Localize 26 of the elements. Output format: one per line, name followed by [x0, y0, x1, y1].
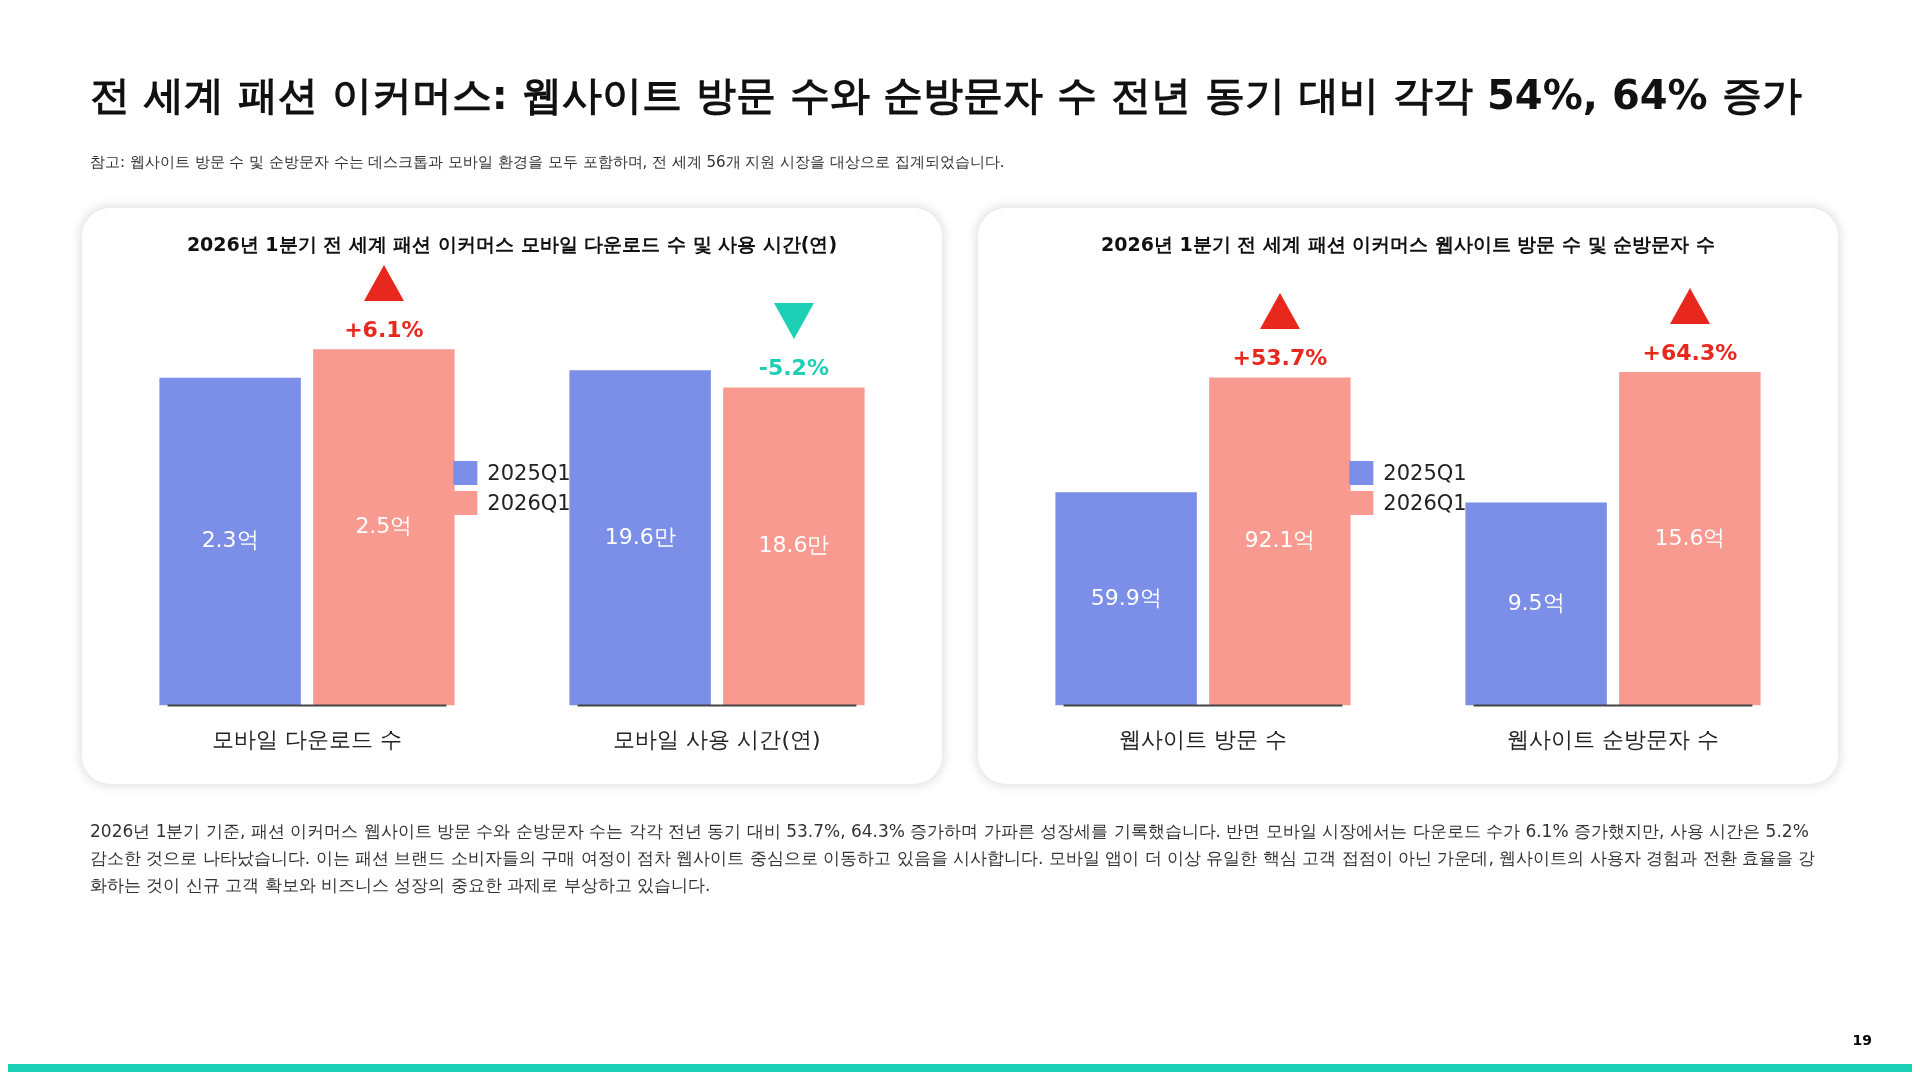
- text: 19: [1852, 1032, 1872, 1048]
- data-label: 2.5억: [355, 513, 413, 539]
- text: 전 세계 패션 이커머스: 웹사이트 방문 수와 순방문자 수 전년 동기 대비 각각 54%, 64% 증가: [90, 71, 1803, 120]
- legend-label: 2026Q1: [1383, 491, 1467, 515]
- annotation: -5.2%: [758, 355, 829, 381]
- legend-label: 2025Q1: [487, 461, 571, 485]
- legend-label: 2025Q1: [1383, 461, 1467, 485]
- data-label: 59.9억: [1090, 584, 1162, 610]
- legend-label: 2026Q1: [487, 491, 571, 515]
- text: +64.3%: [1642, 339, 1738, 365]
- data-label: 92.1억: [1244, 527, 1316, 553]
- text: 참고: 웹사이트 방문 수 및 순방문자 수는 데스크톱과 모바일 환경을 모두 포함하며, 전 세계 56개 지원 시장을 대상으로 집계되었습니다.: [90, 153, 1006, 172]
- data-label: 15.6억: [1654, 524, 1726, 550]
- data-label: 19.6만: [604, 523, 676, 549]
- text: +6.1%: [344, 316, 424, 342]
- x-tick-label: 웹사이트 순방문자 수: [1507, 726, 1719, 752]
- data-label: 18.6만: [758, 532, 830, 558]
- x-tick-label: 모바일 사용 시간(연): [613, 726, 821, 752]
- x-tick-label: 모바일 다운로드 수: [212, 726, 402, 752]
- data-label: 9.5억: [1507, 589, 1565, 615]
- chart-title: 2026년 1분기 전 세계 패션 이커머스 모바일 다운로드 수 및 사용 시간(연): [185, 232, 839, 257]
- text: 2026년 1분기 기준, 패션 이커머스 웹사이트 방문 수와 순방문자 수는 각각 전년 동기 대비 53.7%, 64.3% 증가하며 가파른 성장세를 기록했습니다. 반면 모바일 시장에서는 다운로드 수가 6.1% 증가했지만, 사용 시간은 5.2% 감소한 것으로 나타났습니다. 이는 패션 브랜드 소비자들의 구매 여정이 점차 웹사이트 중심으로 이동하고 있음을 시사합니다. 모바일 앱이 더 이상 유일한 핵심 고객 접점이 아닌 가운데, 웹사이트의 사용자 경험과 전환 효율을 강화하는 것이 신규 고객 확보와 비즈니스 성장의 중요한 과제로 부상하고 있습니다.: [90, 820, 1817, 898]
- chart-title: 2026년 1분기 전 세계 패션 이커머스 웹사이트 방문 수 및 순방문자 수: [1100, 232, 1716, 257]
- data-label: 2.3억: [201, 527, 259, 553]
- x-tick-label: 웹사이트 방문 수: [1119, 726, 1287, 752]
- text: +53.7%: [1232, 345, 1328, 371]
